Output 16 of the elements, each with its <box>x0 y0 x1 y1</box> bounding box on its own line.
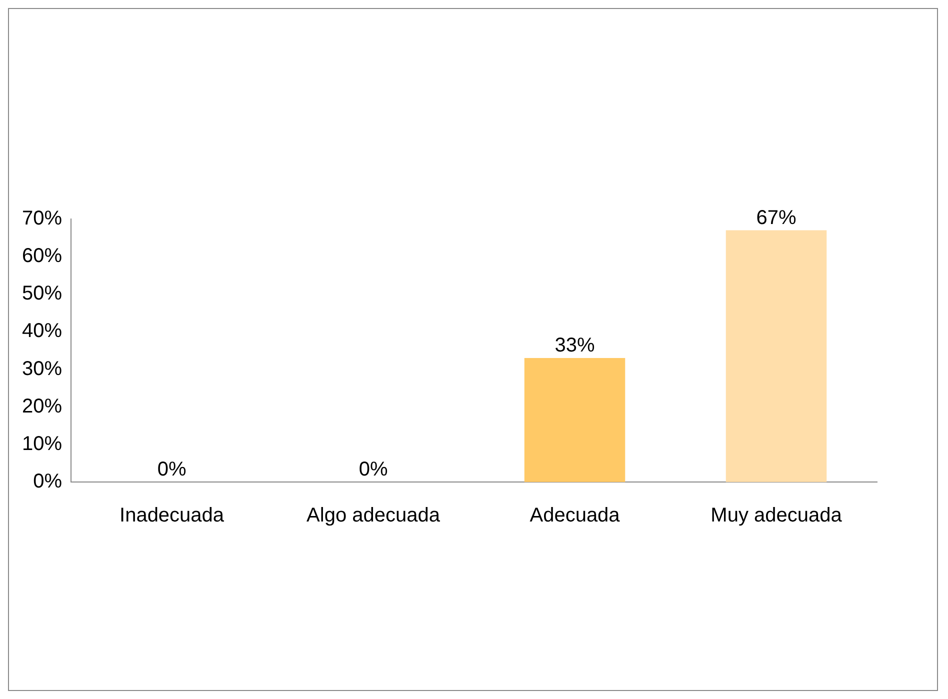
y-tick-label: 30% <box>22 358 62 380</box>
x-tick-label: Algo adecuada <box>306 504 441 527</box>
y-tick-label: 60% <box>22 245 62 268</box>
y-tick-label: 50% <box>22 282 62 305</box>
x-tick-label: Muy adecuada <box>710 504 843 527</box>
data-label: 67% <box>756 206 796 229</box>
y-tick-label: 20% <box>22 395 62 418</box>
x-tick-label: Adecuada <box>530 504 621 527</box>
data-label: 33% <box>554 334 595 357</box>
x-tick-label: Inadecuada <box>120 504 225 527</box>
data-label: 0% <box>157 458 186 481</box>
y-tick-label: 10% <box>22 432 62 455</box>
data-label: 0% <box>358 458 388 481</box>
y-tick-label: 70% <box>22 208 62 230</box>
y-tick-label: 40% <box>22 320 62 342</box>
y-tick-label: 0% <box>33 470 62 493</box>
